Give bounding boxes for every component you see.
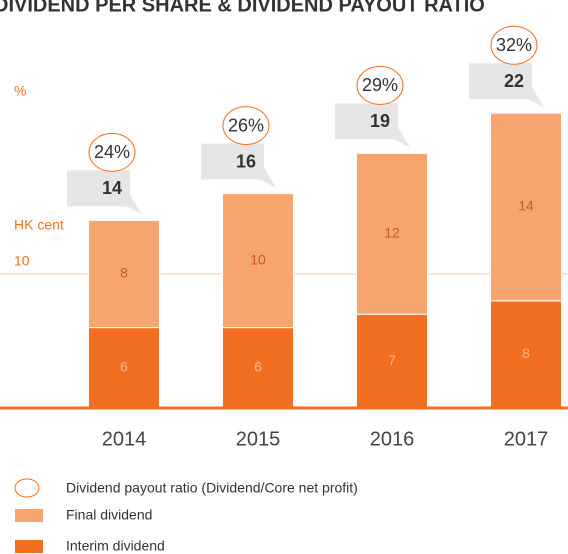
- payout-bubble: [490, 25, 538, 65]
- x-tick-label: 2015: [236, 428, 281, 450]
- total-label: 16: [236, 151, 256, 171]
- segment-label: 7: [388, 352, 396, 368]
- total-box: [67, 170, 142, 215]
- payout-label: 32%: [496, 35, 532, 55]
- bar-segment: [356, 152, 428, 315]
- segment-label: 8: [522, 345, 530, 361]
- total-label: 22: [504, 71, 524, 91]
- legend-swatch: [15, 540, 43, 553]
- payout-label: 29%: [362, 75, 398, 95]
- chart-title: DIVIDEND PER SHARE & DIVIDEND PAYOUT RAT…: [0, 0, 485, 16]
- bar-segment: [490, 112, 562, 302]
- segment-label: 6: [254, 359, 262, 375]
- segment-label: 10: [250, 251, 266, 267]
- bar-segment: [222, 327, 294, 409]
- payout-label: 24%: [94, 142, 130, 162]
- total-box: [335, 103, 410, 148]
- y-tick-label: 10: [14, 253, 30, 269]
- segment-label: 6: [120, 359, 128, 375]
- segment-label: 8: [120, 265, 128, 281]
- payout-bubble: [356, 65, 404, 105]
- legend-swatch: [14, 478, 40, 498]
- total-label: 14: [102, 178, 122, 198]
- y2-axis-label: %: [14, 83, 26, 99]
- y-axis-label: HK cent: [14, 217, 64, 233]
- bar-segment: [222, 193, 294, 329]
- legend-label: Interim dividend: [66, 538, 165, 554]
- payout-bubble: [222, 106, 270, 146]
- segment-label: 12: [384, 225, 400, 241]
- legend-swatch: [15, 509, 43, 522]
- x-tick-label: 2017: [504, 428, 549, 450]
- legend-label: Dividend payout ratio (Dividend/Core net…: [66, 480, 358, 496]
- total-box: [469, 63, 544, 108]
- total-box: [201, 143, 276, 188]
- bar-segment: [88, 219, 160, 329]
- legend-label: Final dividend: [66, 507, 152, 523]
- payout-bubble: [88, 132, 136, 172]
- segment-label: 14: [518, 198, 534, 214]
- bar-segment: [356, 313, 428, 409]
- payout-label: 26%: [228, 115, 264, 135]
- total-label: 19: [370, 111, 390, 131]
- x-tick-label: 2016: [370, 428, 415, 450]
- x-tick-label: 2014: [102, 428, 147, 450]
